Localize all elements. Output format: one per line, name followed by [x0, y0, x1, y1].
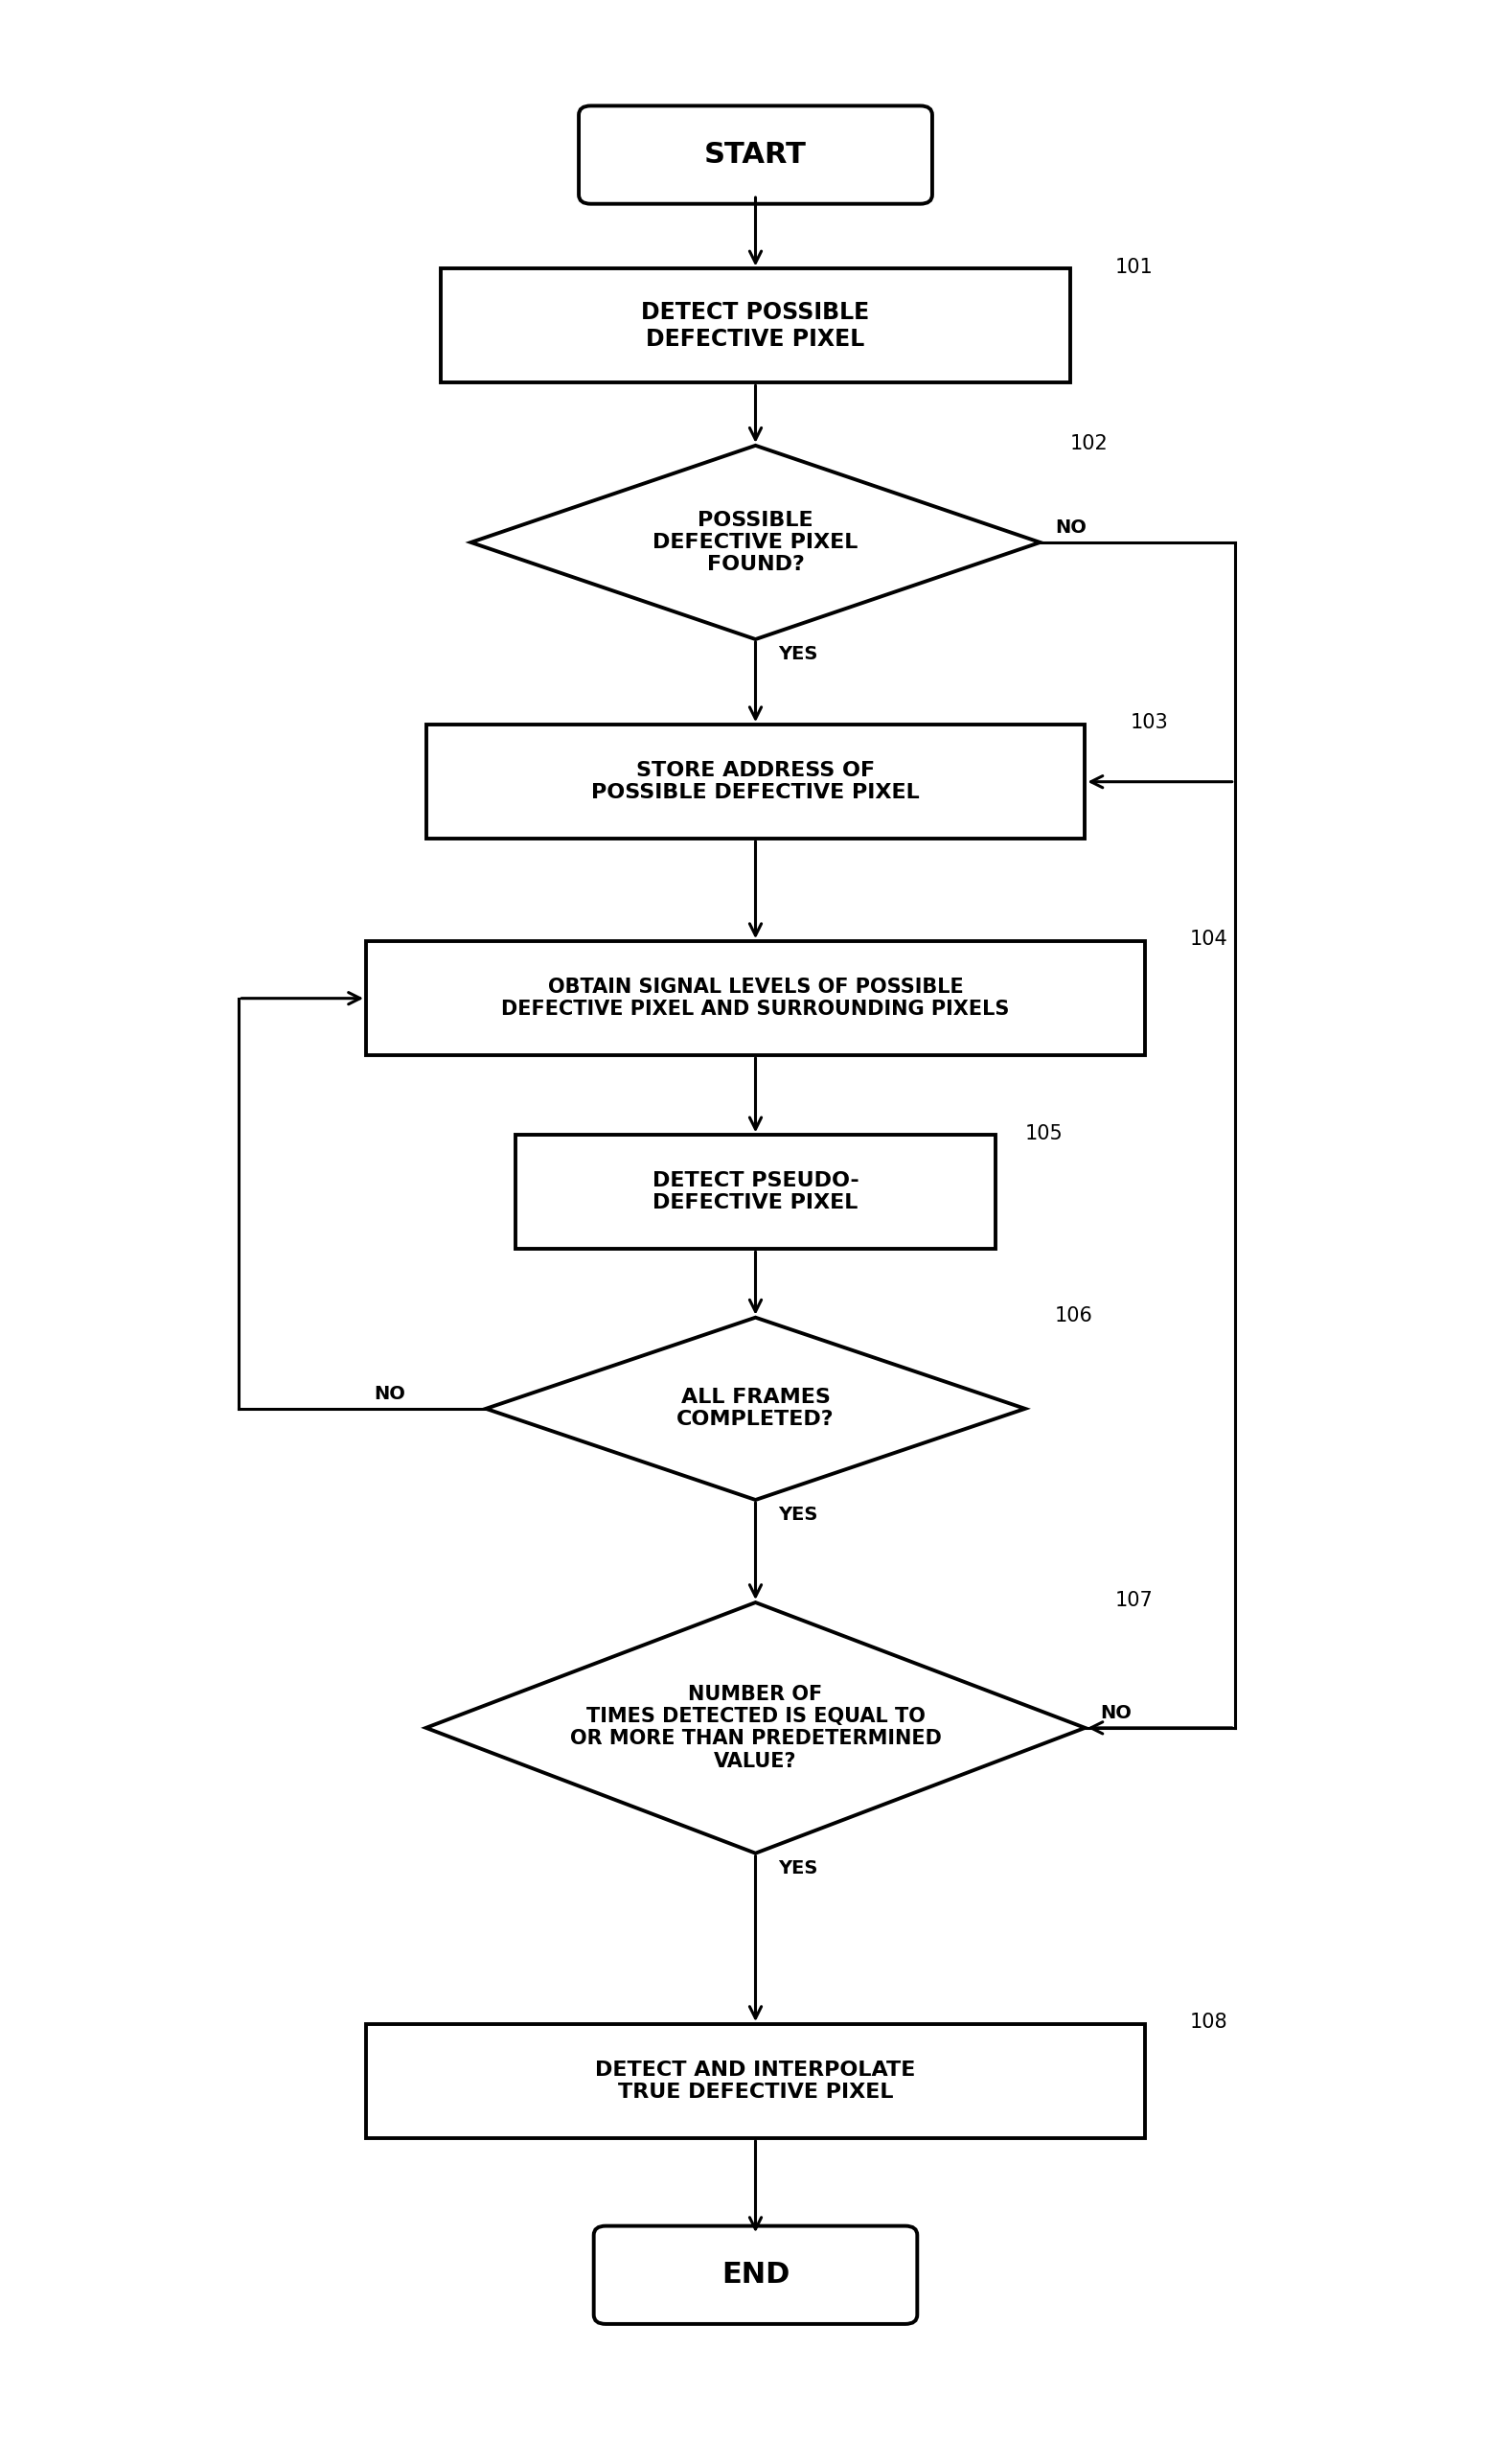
Text: 106: 106: [1055, 1306, 1094, 1326]
Text: DETECT AND INTERPOLATE
TRUE DEFECTIVE PIXEL: DETECT AND INTERPOLATE TRUE DEFECTIVE PI…: [595, 2060, 916, 2102]
Polygon shape: [426, 1602, 1085, 1853]
Text: 108: 108: [1189, 2013, 1228, 2033]
Bar: [366, 941, 1145, 1055]
Text: 104: 104: [1189, 929, 1228, 949]
Text: YES: YES: [778, 1860, 817, 1878]
Polygon shape: [487, 1318, 1024, 1501]
Text: 107: 107: [1115, 1592, 1153, 1609]
Text: NO: NO: [1055, 520, 1086, 537]
Bar: [366, 2025, 1145, 2139]
Text: YES: YES: [778, 646, 817, 663]
Text: 103: 103: [1130, 715, 1168, 732]
Bar: [441, 269, 1070, 382]
Text: NUMBER OF
TIMES DETECTED IS EQUAL TO
OR MORE THAN PREDETERMINED
VALUE?: NUMBER OF TIMES DETECTED IS EQUAL TO OR …: [570, 1685, 941, 1772]
Text: 101: 101: [1115, 256, 1153, 276]
Text: YES: YES: [778, 1506, 817, 1525]
Text: 105: 105: [1024, 1124, 1064, 1143]
Text: STORE ADDRESS OF
POSSIBLE DEFECTIVE PIXEL: STORE ADDRESS OF POSSIBLE DEFECTIVE PIXE…: [591, 761, 920, 803]
Text: ALL FRAMES
COMPLETED?: ALL FRAMES COMPLETED?: [677, 1387, 834, 1429]
FancyBboxPatch shape: [579, 106, 932, 205]
Text: OBTAIN SIGNAL LEVELS OF POSSIBLE
DEFECTIVE PIXEL AND SURROUNDING PIXELS: OBTAIN SIGNAL LEVELS OF POSSIBLE DEFECTI…: [502, 978, 1009, 1020]
Text: END: END: [721, 2262, 790, 2289]
Polygon shape: [471, 446, 1040, 638]
Text: POSSIBLE
DEFECTIVE PIXEL
FOUND?: POSSIBLE DEFECTIVE PIXEL FOUND?: [653, 510, 858, 574]
Text: DETECT POSSIBLE
DEFECTIVE PIXEL: DETECT POSSIBLE DEFECTIVE PIXEL: [641, 301, 870, 350]
Text: 102: 102: [1070, 434, 1108, 453]
FancyBboxPatch shape: [594, 2225, 917, 2324]
Bar: [515, 1136, 996, 1249]
Text: NO: NO: [1100, 1705, 1132, 1722]
Text: NO: NO: [373, 1385, 405, 1404]
Text: DETECT PSEUDO-
DEFECTIVE PIXEL: DETECT PSEUDO- DEFECTIVE PIXEL: [653, 1170, 858, 1212]
Bar: [426, 724, 1085, 838]
Text: START: START: [704, 140, 807, 168]
